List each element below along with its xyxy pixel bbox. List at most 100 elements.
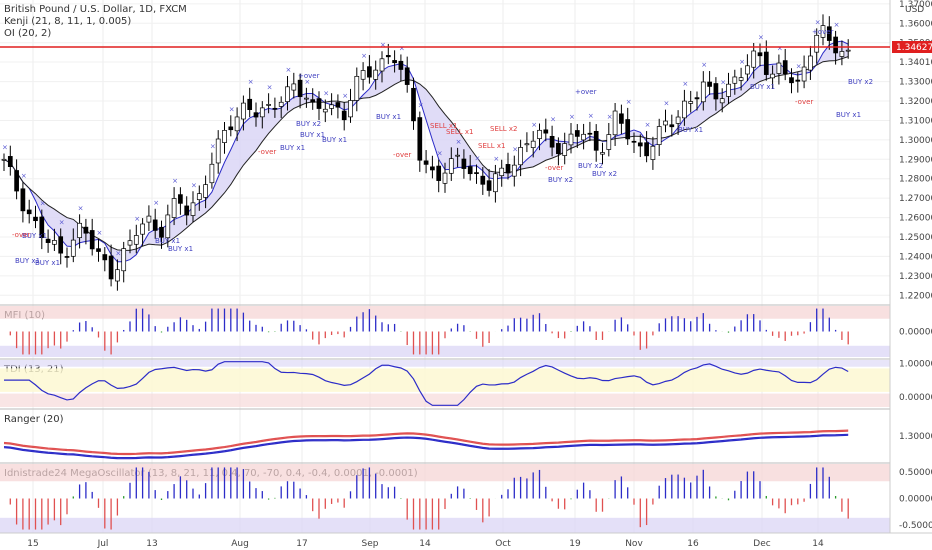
candle-body (562, 143, 568, 156)
y-tick-label: 1.24000 (899, 252, 932, 262)
x-marker: × (701, 61, 707, 69)
candle-body (789, 77, 794, 84)
candle-body (348, 100, 353, 118)
x-tick-label: Jul (97, 539, 109, 549)
over-signal-label: -over (545, 164, 563, 172)
candle-body (493, 173, 498, 193)
candle-body (839, 51, 845, 57)
buy-signal-label: BUY x1 (155, 237, 180, 245)
x-marker: × (739, 58, 745, 66)
candle-body (499, 167, 505, 177)
sell-signal-label: SELL x1 (446, 128, 474, 136)
buy-signal-label: BUY x2 (592, 170, 617, 178)
x-tick-label: 19 (569, 539, 581, 549)
candle-body (694, 97, 700, 100)
candle-body (600, 152, 605, 155)
candle-body (247, 98, 253, 110)
currency-label: USD (905, 5, 924, 15)
y-tick-label: 1.32000 (899, 97, 932, 107)
candle-body (430, 166, 435, 171)
y-tick-label: 1.22000 (899, 291, 932, 301)
x-marker: × (361, 52, 367, 60)
candle-body (304, 97, 309, 100)
kenji-bands (3, 40, 849, 263)
x-marker: × (493, 155, 499, 163)
x-marker: × (210, 143, 216, 151)
x-tick-label: 13 (146, 539, 157, 549)
buy-signal-label: BUY x1 (300, 131, 325, 139)
x-marker: × (286, 66, 292, 74)
pane-lower-band (0, 517, 890, 533)
candle-body (310, 99, 316, 103)
buy-signal-label: BUY x1 (376, 113, 401, 121)
x-marker: × (59, 218, 65, 226)
x-tick-label: Sep (362, 539, 379, 549)
candle-body (259, 107, 265, 118)
candle-body (360, 70, 366, 80)
x-marker: × (191, 181, 197, 189)
candle-body (543, 129, 549, 134)
candle-body (625, 119, 631, 140)
buy-signal-label: BUY x1 (280, 144, 305, 152)
candle-body (215, 138, 221, 164)
x-tick-label: Nov (625, 539, 643, 549)
chart-title: British Pound / U.S. Dollar, 1D, FXCM (4, 4, 187, 15)
candle-body (719, 98, 725, 104)
x-marker: × (399, 44, 405, 52)
sell-signal-label: SELL x2 (490, 125, 518, 133)
candle-body (486, 180, 492, 191)
buy-signal-label: BUY x1 (168, 245, 193, 253)
buy-signal-label: BUY x1 (15, 257, 40, 265)
x-marker: × (607, 113, 613, 121)
candle-body (732, 76, 738, 84)
x-marker: × (229, 105, 235, 113)
candle-body (814, 34, 820, 53)
candle-body (291, 83, 297, 91)
kenji-band-fill (4, 41, 849, 262)
x-marker: × (626, 98, 632, 106)
candle-body (26, 209, 32, 215)
candle-body (518, 147, 523, 166)
candle-body (713, 83, 719, 100)
candle-body (1, 158, 7, 161)
candle-body (442, 172, 448, 184)
x-marker: × (720, 78, 726, 86)
ranger-line (3, 433, 849, 459)
x-marker: × (304, 78, 310, 86)
candle-body (108, 255, 114, 280)
candle-body (455, 154, 460, 157)
candle-body (196, 193, 202, 201)
candle-body (45, 238, 51, 243)
buy-signal-label: BUY x2 (296, 120, 321, 128)
ranger-line (3, 430, 849, 456)
candle-body (33, 216, 38, 222)
buy-signal-label: BUY x2 (548, 176, 573, 184)
candle-body (373, 69, 379, 80)
candle-body (682, 100, 687, 119)
candle-body (644, 142, 649, 157)
candle-body (833, 36, 838, 54)
candle-body (411, 87, 416, 122)
candle-body (367, 66, 372, 78)
x-marker: × (323, 90, 329, 98)
candle-body (58, 236, 64, 254)
candle-body (7, 156, 13, 167)
candle-body (423, 160, 429, 165)
candle-body (663, 120, 668, 126)
candle-body (398, 60, 404, 70)
x-marker: × (2, 143, 8, 151)
x-marker: × (645, 121, 651, 129)
y-tick-label: 1.37000 (899, 0, 932, 10)
x-marker: × (21, 172, 27, 180)
x-marker: × (342, 92, 348, 100)
candle-body (461, 158, 467, 169)
x-marker: × (758, 34, 764, 42)
candle-body (826, 26, 832, 41)
candle-body (159, 226, 164, 238)
